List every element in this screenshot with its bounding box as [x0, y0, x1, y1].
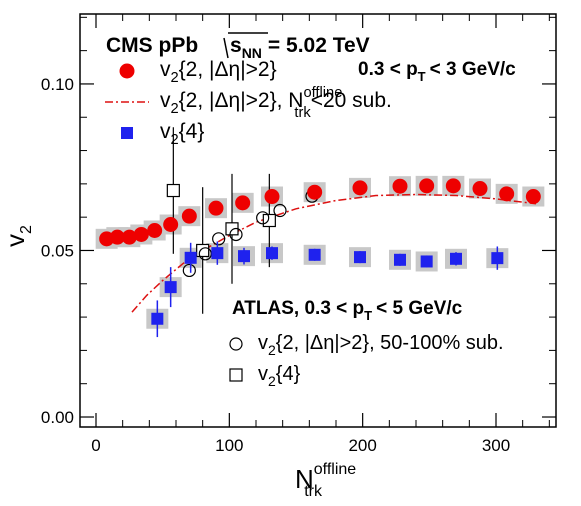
cms-v22-point — [208, 200, 224, 216]
legend-label: v2{4} — [160, 120, 204, 148]
cms-v24-point — [491, 252, 504, 265]
cms-v24-point — [164, 281, 177, 294]
cms-v24-point — [238, 250, 250, 263]
cms-v22-point — [235, 195, 251, 211]
axis-ticks: 0 100 200 300 0.00 0.05 0.10 — [41, 14, 556, 455]
y-tick-label: 0.05 — [41, 241, 74, 260]
cms-v24-point — [151, 312, 164, 325]
cms-v22-point — [181, 208, 197, 224]
legend-marker-open-circle — [229, 337, 243, 351]
legend-label: v2{2, |Δη|>2}, Noffline trk<20 sub. — [160, 85, 392, 121]
legend-marker-open-square — [229, 368, 243, 382]
cms-v22-point — [419, 178, 435, 194]
cms-v22-point — [445, 178, 461, 194]
atlas-v24-point — [166, 183, 180, 198]
cms-v24-point — [394, 253, 406, 266]
atlas-v22-point — [273, 203, 287, 218]
y-tick-label: 0.00 — [41, 408, 74, 427]
legend-marker-square — [121, 127, 133, 139]
cms-v22-point — [525, 189, 541, 205]
atlas-label: ATLAS, 0.3 < pT < 5 GeV/c — [232, 298, 463, 323]
cms-v24-point — [184, 251, 197, 264]
cms-v22-point — [121, 229, 137, 245]
cms-v24-point — [211, 247, 224, 260]
cms-v22-point — [133, 226, 149, 242]
cms-v22-point — [109, 229, 125, 245]
atlas-v22-point — [212, 232, 226, 246]
y-tick-label: 0.10 — [41, 75, 74, 94]
legend-cms: v2{2, |Δη|>2}v2{2, |Δη|>2}, Noffline trk<… — [105, 58, 392, 148]
legend-label: v2{4} — [258, 363, 301, 389]
cms-v22-point — [163, 216, 179, 232]
cms-v24-point — [308, 248, 321, 261]
plot-frame — [79, 13, 557, 428]
legend-label: v2{2, |Δη|>2}, 50-100% sub. — [258, 332, 504, 358]
chart-title: CMS pPb — [106, 34, 198, 57]
atlas-v22-point — [182, 263, 196, 278]
atlas-v24-point — [262, 213, 276, 228]
cms-v22-point — [264, 189, 280, 205]
subtracted-curve — [131, 193, 537, 313]
atlas-v24-point — [196, 243, 210, 258]
sqrt-sign — [223, 37, 229, 59]
cms-v22-point — [392, 178, 408, 194]
legend-atlas: v2{2, |Δη|>2}, 50-100% sub. v2{4} — [229, 332, 504, 389]
cms-v22-point — [352, 180, 368, 196]
x-tick-label: 300 — [482, 436, 510, 455]
atlas-v22-point — [229, 227, 243, 242]
x-axis-label: Noffline trk — [295, 461, 356, 500]
cms-v22-point — [472, 181, 488, 197]
legend-label: v2{2, |Δη|>2} — [160, 58, 277, 86]
cms-v24-point — [450, 252, 462, 265]
x-tick-label: 0 — [91, 436, 100, 455]
cms-v22-point — [147, 222, 163, 238]
legend-marker-circle — [119, 63, 135, 79]
cms-v24-point — [354, 251, 366, 264]
cms-v24-point — [420, 255, 433, 268]
cms-v24-point — [266, 247, 278, 260]
pt-range-label: 0.3 < pT < 3 GeV/c — [358, 59, 516, 84]
cms-v22-point — [307, 184, 323, 200]
x-tick-label: 100 — [215, 436, 243, 455]
energy-label: sNN = 5.02 TeV — [230, 34, 370, 61]
x-tick-label: 200 — [348, 436, 376, 455]
data-marks — [99, 127, 541, 338]
y-axis-label: v2 — [0, 225, 35, 247]
atlas-v22-point — [256, 211, 270, 225]
cms-v22-point — [499, 186, 515, 202]
